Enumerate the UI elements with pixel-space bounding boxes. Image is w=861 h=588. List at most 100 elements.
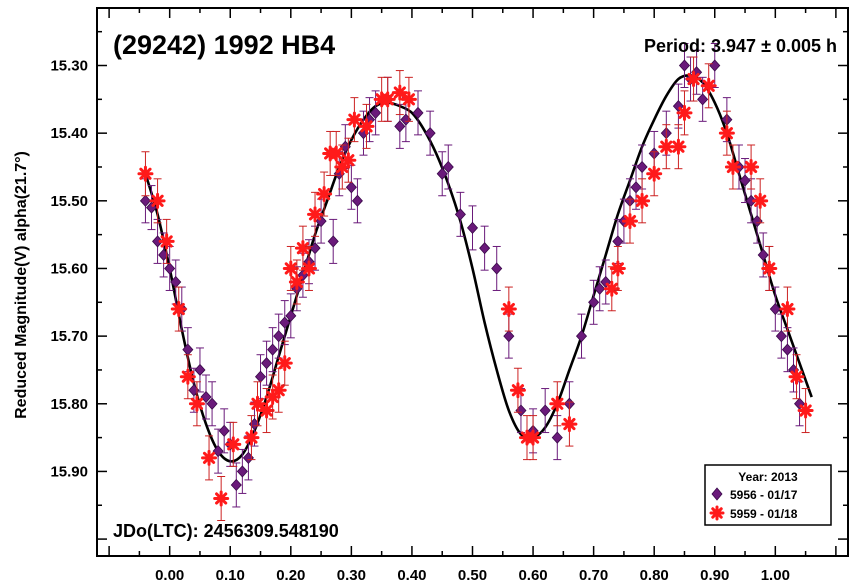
star-stroke <box>202 451 216 464</box>
data-point-star <box>346 97 363 143</box>
data-point-star <box>288 259 305 305</box>
data-point-star <box>334 144 351 190</box>
diamond-marker <box>194 363 206 377</box>
diamond-marker <box>327 235 339 248</box>
diamond-marker <box>503 330 515 343</box>
x-tick-label: 0.00 <box>155 567 184 584</box>
data-point-star <box>282 245 299 291</box>
data-point-star <box>525 415 542 461</box>
star-stroke <box>318 187 331 201</box>
data-point-diamond <box>424 110 436 156</box>
data-point-diamond <box>261 340 273 386</box>
star-stroke <box>702 79 715 92</box>
data-point-star <box>201 435 218 481</box>
data-point-star <box>761 245 778 291</box>
star-stroke <box>720 127 733 140</box>
x-tick-label: 1.00 <box>761 567 790 584</box>
star-stroke <box>726 160 740 174</box>
star-stroke <box>296 242 310 255</box>
diamond-marker <box>351 194 363 207</box>
legend-title: Year: 2013 <box>738 470 798 484</box>
y-tick-label: 15.30 <box>50 58 88 75</box>
diamond-marker <box>775 330 787 343</box>
data-point-diamond <box>539 388 551 434</box>
star-stroke <box>139 167 152 180</box>
star-stroke <box>245 431 258 444</box>
y-tick-label: 15.80 <box>50 396 88 413</box>
star-stroke <box>381 93 394 106</box>
data-point-star <box>149 178 166 224</box>
star-stroke <box>660 140 673 153</box>
star-stroke <box>745 160 758 174</box>
legend-entry-1: 5956 - 01/17 <box>730 488 798 502</box>
diamond-marker <box>436 167 448 180</box>
data-point-diamond <box>254 354 267 400</box>
x-tick-label: 0.30 <box>337 567 366 584</box>
star-stroke <box>272 384 285 397</box>
diamond-marker <box>152 235 164 248</box>
data-point-diamond <box>273 313 285 359</box>
data-point-diamond <box>236 448 248 494</box>
diamond-marker <box>442 160 454 174</box>
data-point-star <box>752 178 769 224</box>
y-tick-label: 15.40 <box>50 125 88 142</box>
data-series <box>137 43 814 521</box>
star-stroke <box>151 194 164 207</box>
star-stroke <box>251 397 264 410</box>
legend-entry-2: 5959 - 01/18 <box>730 507 798 521</box>
data-point-star <box>500 286 517 332</box>
star-stroke <box>402 93 416 106</box>
diamond-marker <box>678 59 691 72</box>
x-tick-label: 0.90 <box>700 567 729 584</box>
data-point-star <box>603 266 620 312</box>
diamond-marker <box>588 296 600 309</box>
legend-box <box>704 464 832 526</box>
star-stroke <box>190 397 204 410</box>
data-point-star <box>646 151 663 197</box>
star-stroke <box>623 215 637 228</box>
y-tick-labels: 15.30 15.40 15.50 15.60 15.70 15.80 15.90 <box>50 58 88 481</box>
data-point-diamond <box>152 218 164 264</box>
star-stroke <box>611 262 624 275</box>
x-tick-label: 0.50 <box>458 567 487 584</box>
diamond-marker <box>424 127 436 140</box>
y-tick-label: 15.70 <box>50 328 88 345</box>
star-stroke <box>181 370 194 383</box>
diamond-marker <box>261 357 273 370</box>
data-point-diamond <box>775 313 787 359</box>
data-point-diamond <box>194 347 206 393</box>
data-point-star <box>179 354 196 400</box>
data-point-diamond <box>218 408 230 454</box>
diamond-marker <box>466 221 479 234</box>
diamond-marker <box>412 106 424 119</box>
diamond-marker <box>709 59 721 72</box>
data-point-diamond <box>279 300 291 346</box>
diamond-marker <box>267 343 279 356</box>
x-tick-label: 0.80 <box>640 567 669 584</box>
data-point-star <box>700 63 717 109</box>
data-point-diamond <box>575 313 588 359</box>
x-tick-label: 0.70 <box>579 567 608 584</box>
star-stroke <box>302 262 316 275</box>
diamond-marker <box>236 465 248 478</box>
diamond-marker <box>345 181 357 194</box>
jd-label: JDo(LTC): 2456309.548190 <box>113 521 339 541</box>
data-point-diamond <box>285 293 297 339</box>
data-point-star <box>676 90 693 136</box>
data-point-star <box>316 171 333 217</box>
star-stroke <box>393 86 406 99</box>
star-stroke <box>348 113 361 126</box>
star-stroke <box>635 194 649 207</box>
diamond-marker <box>594 282 606 295</box>
chart-title: (29242) 1992 HB4 <box>113 30 335 60</box>
data-point-star <box>779 286 796 332</box>
data-point-star <box>158 218 175 264</box>
x-tick-labels: 0.00 0.10 0.20 0.30 0.40 0.50 0.60 0.70 0.80 0.90… <box>155 567 790 584</box>
data-point-star <box>276 340 293 386</box>
data-point-star <box>391 70 408 116</box>
data-point-diamond <box>200 374 212 420</box>
data-point-diamond <box>170 259 182 305</box>
legend-star-icon <box>709 505 725 521</box>
diamond-marker <box>394 120 406 133</box>
